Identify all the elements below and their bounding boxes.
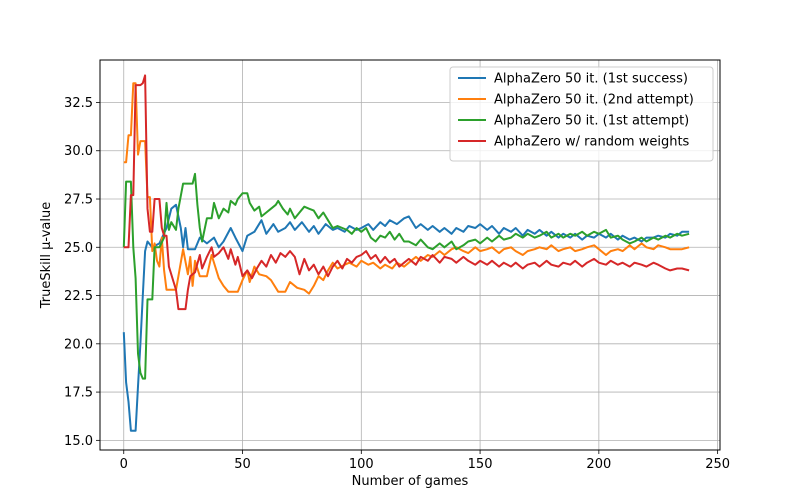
y-tick-label: 22.5 — [64, 289, 93, 304]
series-line-3 — [122, 172, 690, 380]
x-axis-label: Number of games — [352, 474, 469, 489]
y-axis-label: TrueSkill µ-value — [39, 202, 54, 309]
series-line-4 — [123, 74, 690, 311]
series-line-2 — [123, 82, 690, 295]
y-tick-label: 32.5 — [64, 96, 93, 111]
legend: AlphaZero 50 it. (1st success) AlphaZero … — [449, 66, 714, 162]
y-tick-label: 27.5 — [64, 193, 93, 208]
x-tick-label: 250 — [705, 457, 730, 472]
y-tick-label: 17.5 — [64, 386, 93, 401]
x-tick-label: 0 — [120, 457, 128, 472]
legend-label: AlphaZero 50 it. (2nd attempt) — [494, 93, 694, 108]
plot-frame — [99, 59, 721, 451]
series-line-1 — [122, 203, 690, 432]
legend-box — [449, 66, 714, 162]
y-tick-label: 25.0 — [64, 241, 93, 256]
legend-label: AlphaZero 50 it. (1st attempt) — [494, 114, 689, 129]
y-tick-label: 20.0 — [64, 337, 93, 352]
legend-label: AlphaZero w/ random weights — [494, 135, 690, 150]
y-tick-label: 30.0 — [64, 144, 93, 159]
x-tick-label: 200 — [586, 457, 611, 472]
series-lines — [122, 74, 690, 432]
y-tick-label: 15.0 — [64, 434, 93, 449]
axis-ticks: 0 50 100 150 200 250 15.0 17.5 20.0 22.5 25.0 27.5 3… — [64, 96, 730, 472]
x-tick-label: 150 — [468, 457, 493, 472]
x-tick-label: 100 — [349, 457, 374, 472]
x-tick-label: 50 — [234, 457, 251, 472]
legend-label: AlphaZero 50 it. (1st success) — [494, 72, 688, 87]
